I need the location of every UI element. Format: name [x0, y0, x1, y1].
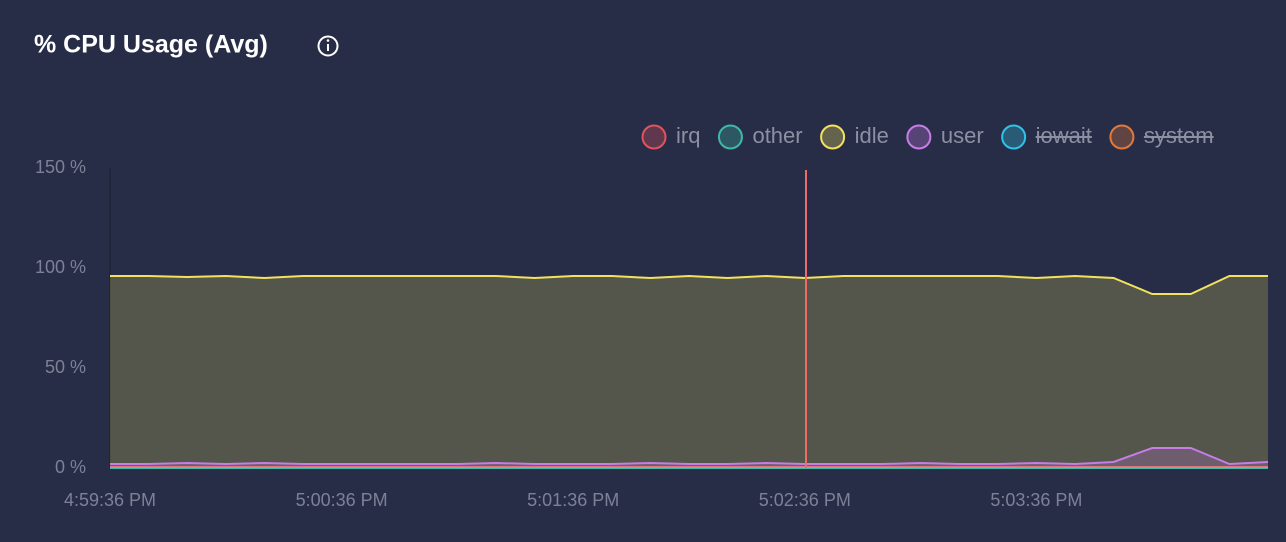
area [110, 276, 1268, 468]
legend-label: user [941, 123, 984, 148]
y-tick-label: 50 % [45, 357, 86, 377]
x-tick-label: 4:59:36 PM [64, 490, 156, 510]
chart-title: % CPU Usage (Avg) [34, 31, 268, 59]
legend-item[interactable]: user [906, 123, 984, 150]
x-tick-label: 5:03:36 PM [990, 490, 1082, 510]
x-tick-label: 5:01:36 PM [527, 490, 619, 510]
legend-label: idle [855, 123, 889, 148]
info-icon[interactable] [317, 35, 339, 57]
legend-item[interactable]: idle [820, 123, 889, 150]
y-tick-label: 100 % [35, 257, 86, 277]
y-tick-label: 0 % [55, 457, 86, 477]
y-tick-label: 150 % [35, 157, 86, 177]
legend-item[interactable]: iowait [1001, 123, 1092, 150]
legend-swatch [1109, 124, 1135, 150]
legend-swatch [820, 124, 846, 150]
legend-item[interactable]: irq [641, 123, 701, 150]
legend-swatch [641, 124, 667, 150]
line [110, 274, 1268, 295]
legend-label: irq [676, 123, 700, 148]
legend-swatch [1001, 124, 1027, 150]
x-tick-label: 5:00:36 PM [296, 490, 388, 510]
line [110, 447, 1269, 466]
legend-label: other [752, 123, 802, 148]
x-tick-label: 5:02:36 PM [759, 490, 851, 510]
legend-label: iowait [1036, 123, 1092, 148]
legend-item[interactable]: other [717, 123, 803, 150]
legend-item[interactable]: system [1109, 123, 1214, 150]
legend-swatch [906, 124, 932, 150]
legend-swatch [717, 124, 743, 150]
legend-label: system [1144, 123, 1214, 148]
